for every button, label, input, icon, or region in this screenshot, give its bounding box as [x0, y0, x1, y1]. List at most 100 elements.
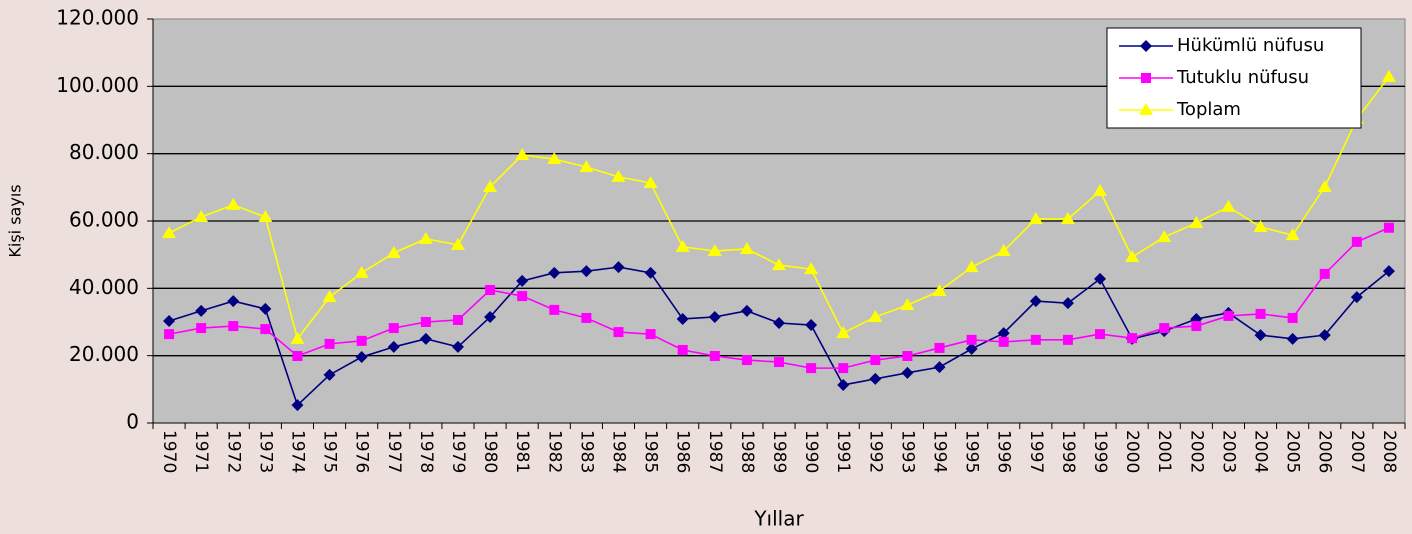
point-marker [643, 175, 658, 188]
point-marker [1127, 333, 1138, 344]
point-marker [868, 309, 883, 322]
point-marker [196, 323, 207, 334]
point-marker [515, 148, 530, 161]
point-marker [322, 290, 337, 303]
point-marker [934, 342, 945, 353]
point-marker [1061, 297, 1074, 310]
point-marker [1060, 211, 1075, 224]
point-marker [1287, 312, 1298, 323]
point-marker [772, 258, 786, 271]
x-tick-label: 1985 [641, 430, 661, 473]
point-marker [1140, 40, 1152, 52]
point-marker [227, 295, 240, 308]
point-marker [258, 209, 273, 222]
point-marker [741, 355, 752, 366]
point-marker [740, 304, 753, 317]
x-tick-label: 1991 [833, 430, 853, 473]
point-marker [806, 363, 817, 374]
x-axis-title: Yıllar [753, 507, 804, 531]
point-marker [451, 340, 464, 353]
point-marker [933, 361, 946, 374]
point-marker [611, 169, 626, 182]
x-tick-label: 1970 [159, 430, 179, 473]
point-marker [1062, 334, 1073, 345]
point-marker [419, 332, 432, 345]
x-tick-label: 1998 [1058, 430, 1078, 473]
x-tick-label: 1993 [897, 430, 917, 473]
x-tick-label: 1971 [191, 430, 211, 473]
x-tick-label: 1996 [994, 430, 1014, 473]
x-tick-label: 2005 [1283, 430, 1303, 473]
point-marker [837, 378, 850, 391]
x-tick-label: 2003 [1218, 430, 1238, 473]
point-marker [739, 241, 754, 254]
point-marker [387, 340, 400, 353]
point-marker [1141, 73, 1151, 83]
point-marker [965, 342, 978, 355]
point-marker [579, 160, 594, 173]
point-marker [676, 312, 689, 325]
y-axis-title: Kişi sayıs [6, 184, 25, 257]
point-marker [966, 334, 977, 345]
x-tick-label: 1981 [512, 430, 532, 473]
point-marker [709, 351, 720, 362]
x-tick-label: 1976 [352, 430, 372, 473]
y-tick-label: 80.000 [69, 140, 139, 164]
point-marker [804, 262, 819, 275]
legend-label: Tutuklu nüfusu [1176, 67, 1309, 88]
point-marker [290, 331, 305, 344]
point-marker [1255, 308, 1266, 319]
point-marker [420, 317, 431, 327]
x-tick-label: 1982 [544, 430, 564, 473]
point-marker [1254, 329, 1267, 342]
x-tick-label: 1974 [287, 430, 307, 473]
x-tick-label: 2004 [1251, 430, 1271, 473]
point-marker [613, 327, 624, 338]
x-tick-label: 1992 [865, 430, 885, 473]
point-marker [354, 265, 369, 278]
x-tick-label: 1972 [223, 430, 243, 473]
point-marker [1093, 184, 1108, 197]
point-marker [260, 324, 271, 335]
point-marker [645, 329, 656, 340]
point-marker [162, 226, 177, 239]
point-marker [677, 344, 688, 355]
point-marker [1139, 103, 1153, 115]
point-marker [581, 312, 592, 323]
point-marker [902, 351, 913, 362]
x-tick-label: 1984 [608, 430, 628, 473]
point-marker [998, 336, 1009, 347]
x-tick-label: 2007 [1347, 430, 1367, 473]
point-marker [901, 366, 914, 379]
point-marker [612, 261, 625, 274]
legend-label: Hükümlü nüfusu [1177, 35, 1324, 56]
point-marker [484, 310, 497, 323]
point-marker [452, 314, 463, 325]
legend-label: Toplam [1176, 99, 1241, 120]
point-marker [194, 209, 209, 222]
point-marker [838, 363, 849, 374]
point-marker [388, 323, 399, 334]
point-marker [164, 329, 175, 340]
point-marker [580, 265, 593, 278]
y-tick-label: 100.000 [56, 73, 139, 97]
point-marker [1350, 291, 1363, 304]
x-tick-label: 1995 [962, 430, 982, 473]
point-marker [1223, 310, 1234, 321]
point-marker [869, 372, 882, 385]
point-marker [1191, 321, 1202, 332]
point-marker [1125, 250, 1140, 263]
point-marker [386, 245, 401, 258]
point-marker [547, 152, 562, 165]
point-marker [1317, 179, 1332, 192]
y-tick-label: 120.000 [56, 6, 139, 30]
point-marker [708, 310, 721, 323]
point-marker [707, 243, 722, 256]
x-tick-label: 2001 [1154, 430, 1174, 473]
y-tick-label: 20.000 [69, 342, 139, 366]
point-marker [1028, 211, 1043, 224]
point-marker [1286, 332, 1299, 345]
point-marker [870, 355, 881, 366]
point-marker [517, 291, 528, 302]
